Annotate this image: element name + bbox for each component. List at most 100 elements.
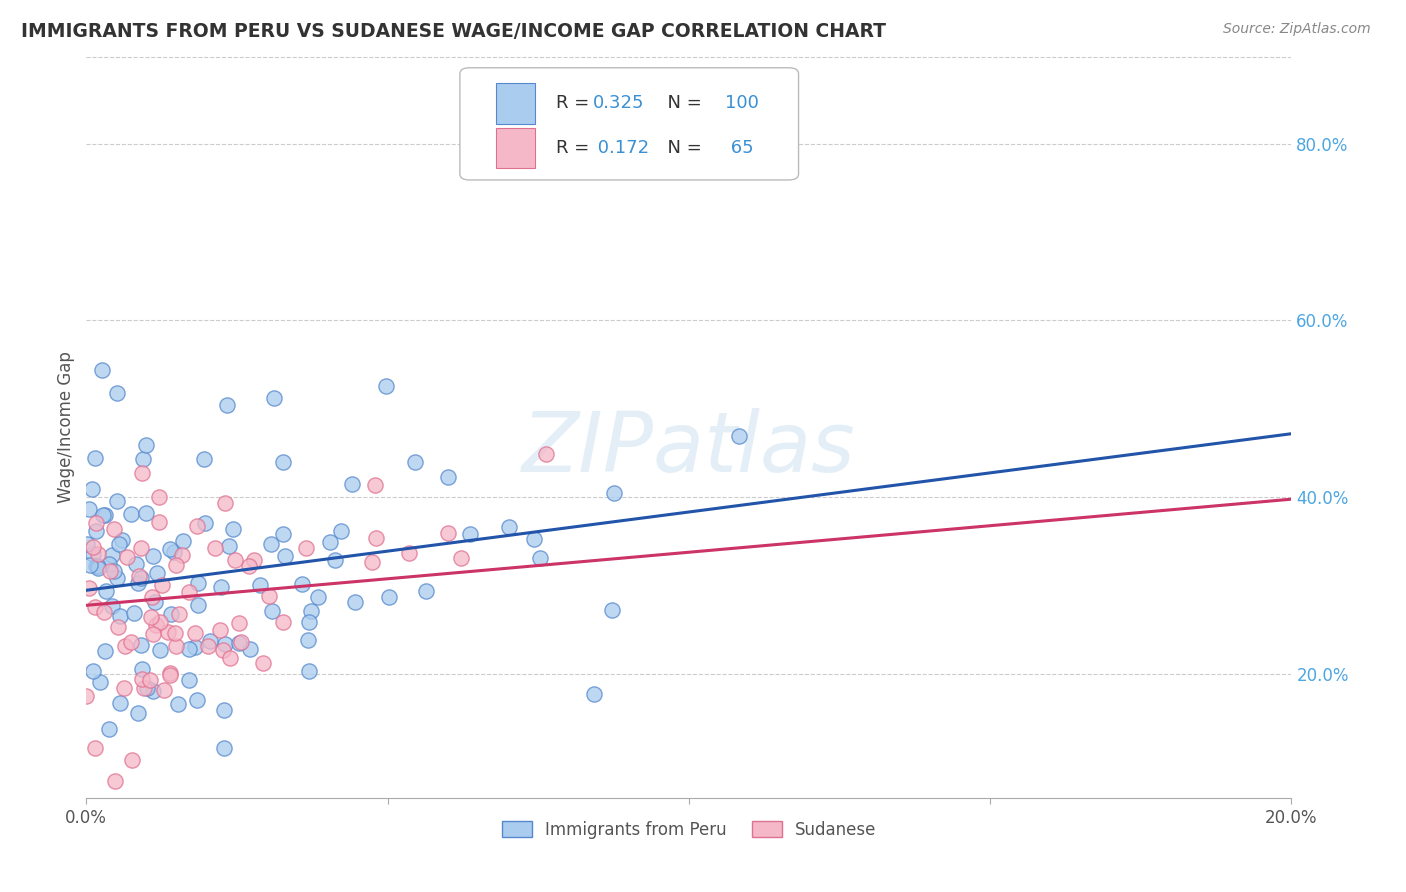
Point [297, 633, 319, 648]
Text: 65: 65 [725, 139, 754, 157]
Point [214, 496, 236, 510]
Text: IMMIGRANTS FROM PERU VS SUDANESE WAGE/INCOME GAP CORRELATION CHART: IMMIGRANTS FROM PERU VS SUDANESE WAGE/IN… [21, 22, 886, 41]
Point [135, 438, 157, 452]
Point [172, 548, 194, 562]
Point [139, 610, 162, 624]
Point [165, 640, 187, 654]
Point [114, 640, 136, 654]
Point [298, 664, 321, 678]
Point [84, 600, 107, 615]
Point [378, 590, 401, 604]
Text: 0.325: 0.325 [592, 95, 644, 112]
Point [218, 650, 240, 665]
Text: ZIPatlas: ZIPatlas [522, 409, 856, 490]
Point [108, 609, 131, 624]
Point [222, 522, 245, 536]
Point [252, 656, 274, 670]
Y-axis label: Wage/Income Gap: Wage/Income Gap [58, 351, 75, 502]
Point [271, 527, 294, 541]
Point [94, 508, 117, 522]
Point [94, 583, 117, 598]
Point [142, 549, 165, 563]
Point [135, 681, 157, 695]
Point [117, 549, 139, 564]
Point [218, 539, 240, 553]
Point [398, 546, 420, 560]
Point [108, 537, 131, 551]
Point [260, 603, 283, 617]
Point [165, 625, 187, 640]
Point [374, 379, 396, 393]
Point [89, 675, 111, 690]
Point [214, 637, 236, 651]
Point [93, 508, 115, 522]
Point [340, 476, 363, 491]
Point [103, 564, 125, 578]
Point [120, 508, 142, 522]
Point [208, 623, 231, 637]
Point [231, 635, 253, 649]
Point [149, 643, 172, 657]
Point [242, 553, 264, 567]
Point [299, 604, 322, 618]
Point [228, 615, 250, 630]
Point [103, 522, 125, 536]
Point [360, 555, 382, 569]
Point [82, 541, 104, 555]
Point [212, 703, 235, 717]
Point [79, 558, 101, 573]
Point [177, 585, 200, 599]
Point [186, 519, 208, 533]
Point [450, 550, 472, 565]
Point [294, 541, 316, 556]
Point [105, 493, 128, 508]
Point [197, 639, 219, 653]
Point [149, 615, 172, 629]
Point [132, 681, 155, 695]
Text: N =: N = [657, 95, 707, 112]
Point [93, 605, 115, 619]
Point [101, 599, 124, 614]
Point [129, 541, 152, 555]
Text: 0.172: 0.172 [592, 139, 650, 157]
Point [82, 664, 104, 678]
Point [79, 502, 101, 516]
Point [257, 589, 280, 603]
Point [260, 537, 283, 551]
Point [84, 524, 107, 538]
Point [105, 385, 128, 400]
Point [177, 642, 200, 657]
Point [145, 618, 167, 632]
Point [364, 531, 387, 545]
Point [150, 578, 173, 592]
Point [436, 526, 458, 541]
Point [86, 559, 108, 574]
Point [329, 524, 352, 538]
Point [104, 774, 127, 789]
Point [98, 723, 121, 737]
Point [98, 564, 121, 578]
Point [212, 741, 235, 756]
Point [159, 665, 181, 680]
Point [159, 667, 181, 681]
Point [273, 549, 295, 564]
Point [523, 532, 546, 546]
Point [82, 547, 104, 561]
Point [121, 753, 143, 767]
Point [728, 429, 751, 443]
Point [172, 534, 194, 549]
Point [583, 687, 606, 701]
Text: R =: R = [557, 139, 595, 157]
Point [146, 566, 169, 581]
Point [165, 558, 187, 572]
Point [108, 696, 131, 710]
Point [101, 549, 124, 563]
Point [131, 451, 153, 466]
Point [80, 482, 103, 496]
Point [534, 447, 557, 461]
Point [142, 683, 165, 698]
Point [200, 633, 222, 648]
Point [263, 391, 285, 405]
Point [90, 363, 112, 377]
Point [187, 598, 209, 612]
